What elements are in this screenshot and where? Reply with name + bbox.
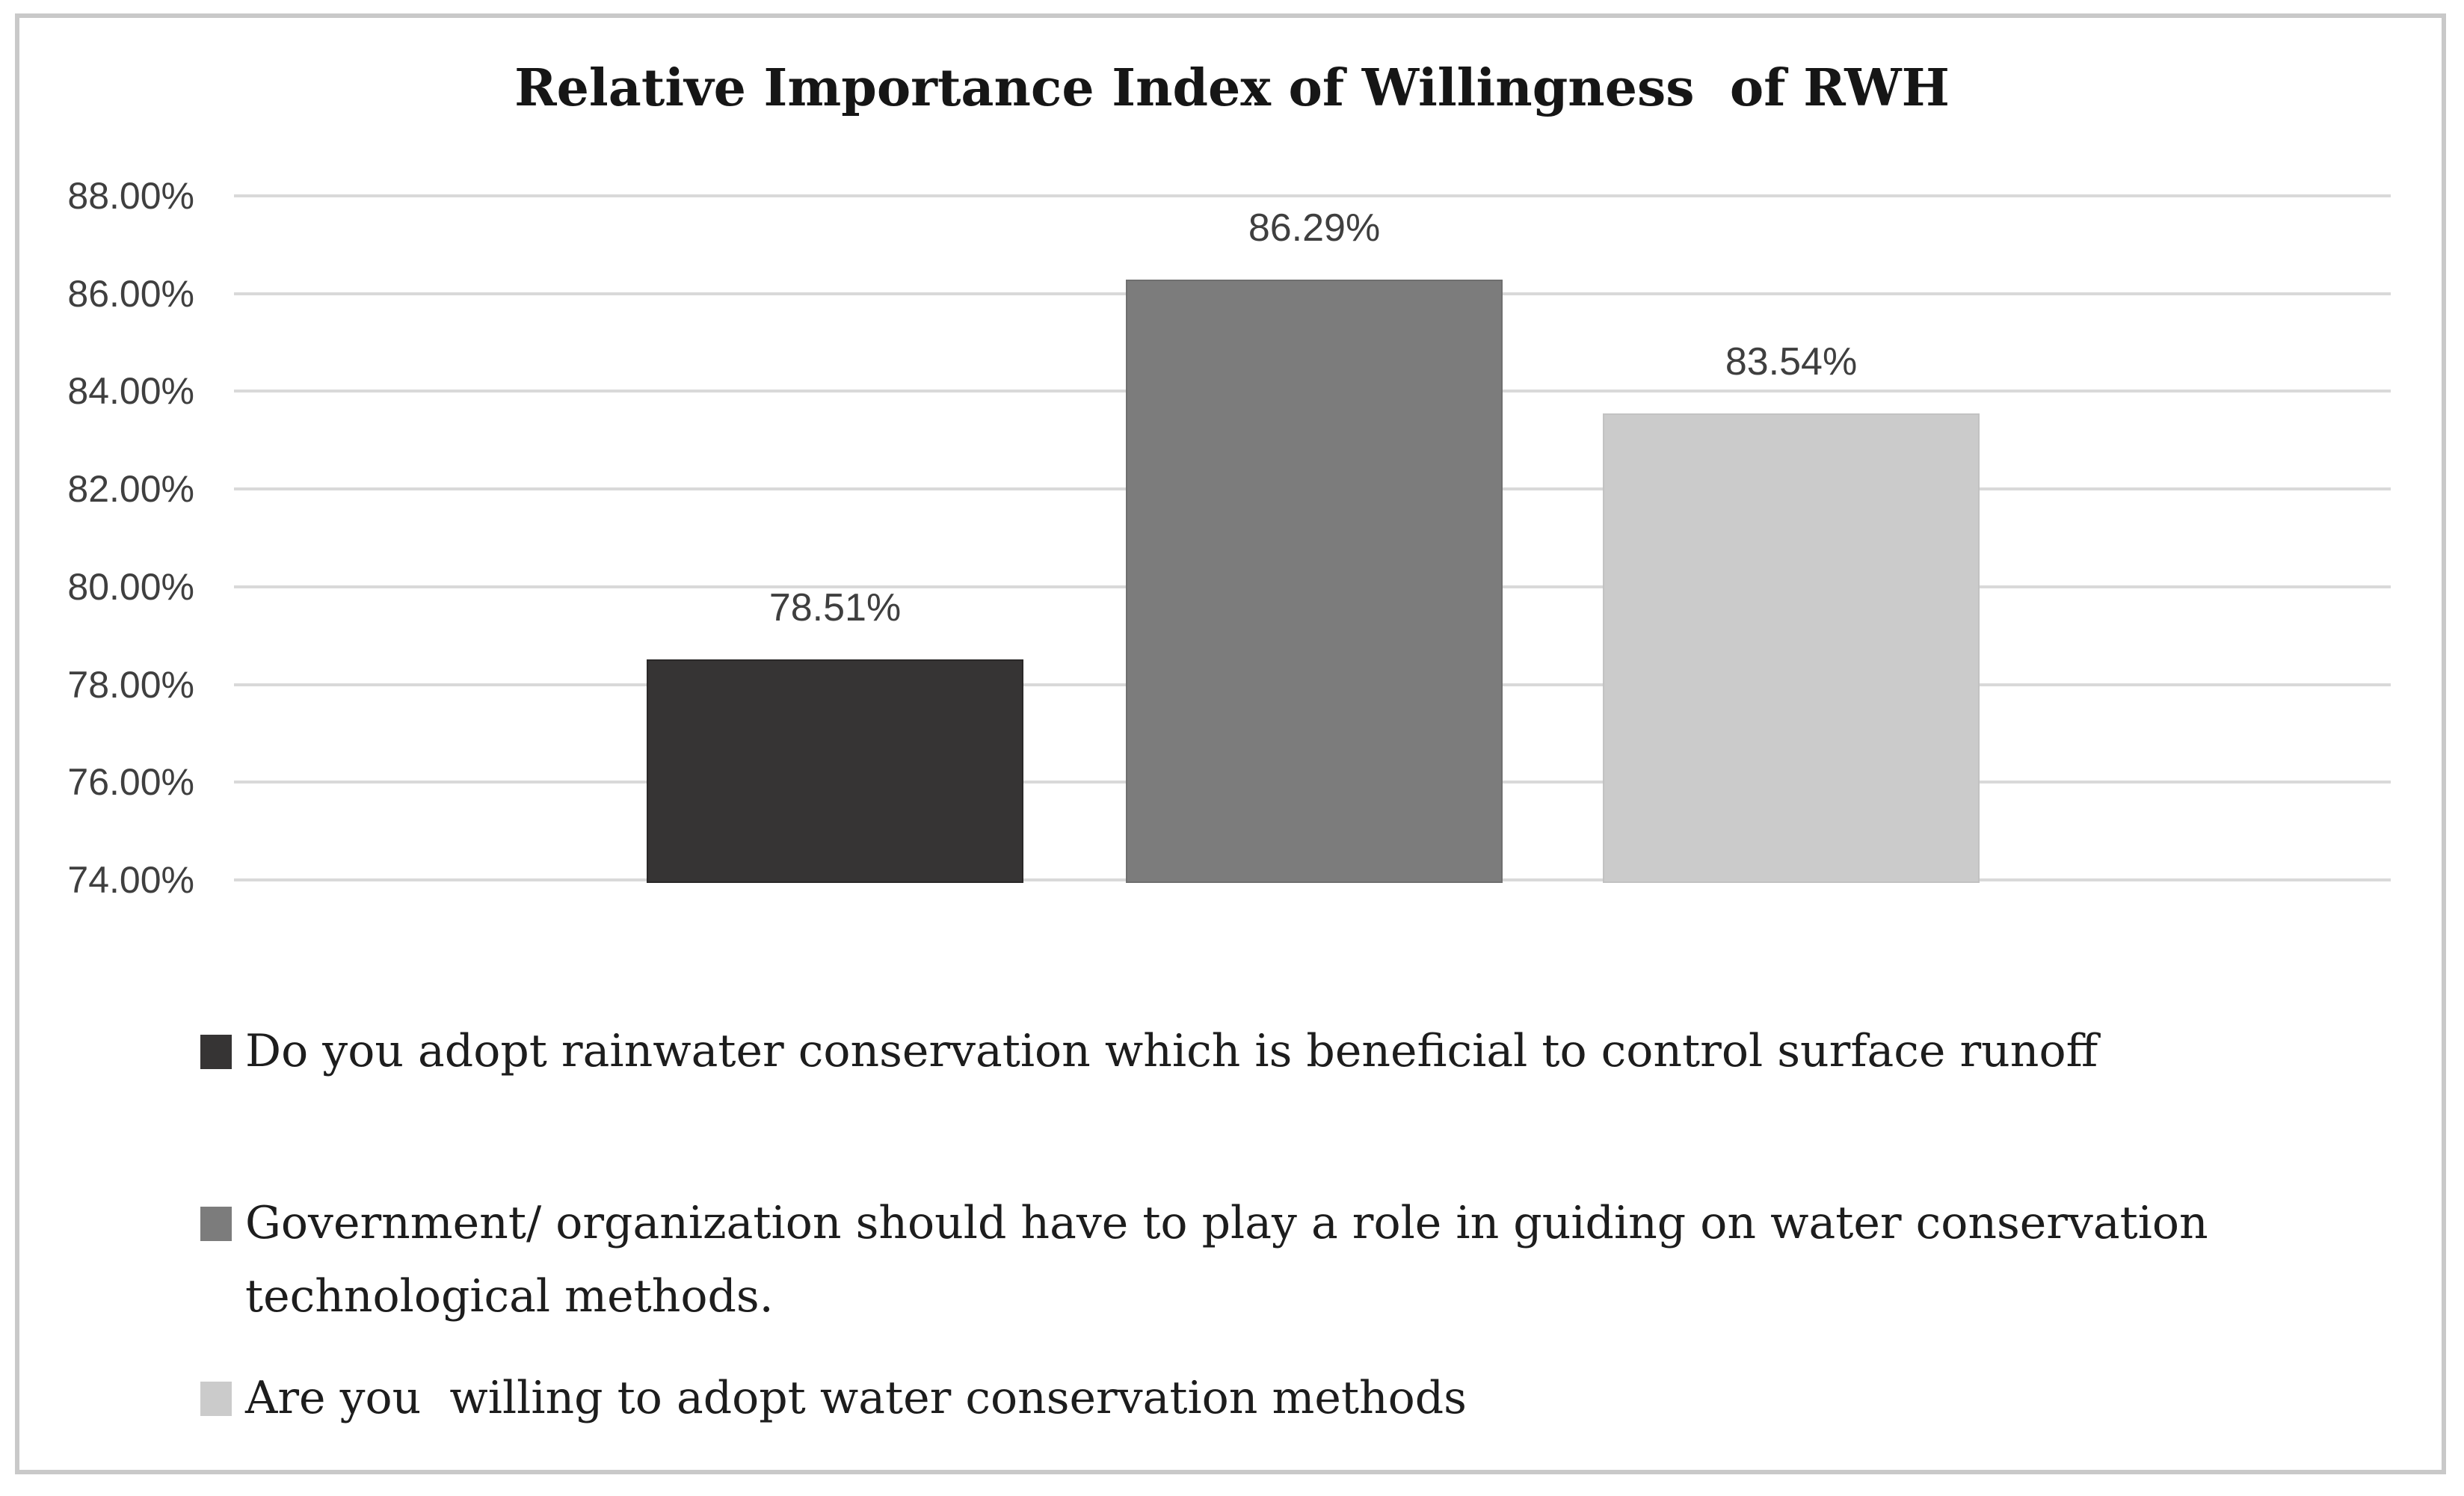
legend-swatch-icon [200,1035,232,1069]
bar-value-label: 86.29% [1248,206,1381,250]
y-axis-tick-label: 80.00% [67,565,194,608]
y-axis-tick-label: 74.00% [67,859,194,901]
y-axis-tick-label: 82.00% [67,468,194,511]
y-axis-tick-label: 88.00% [67,175,194,217]
bar-category-3 [1603,413,1980,883]
bar-category-1 [647,659,1023,883]
legend-item: Are you willing to adopt water conservat… [200,1362,1467,1435]
y-axis-tick-label: 86.00% [67,272,194,315]
legend-swatch-icon [200,1382,232,1416]
legend-label: Are you willing to adopt water conservat… [245,1372,1467,1424]
legend-item: Do you adopt rainwater conservation whic… [200,1015,2098,1089]
legend-label: Do you adopt rainwater conservation whic… [245,1025,2098,1077]
bar-value-label: 83.54% [1725,340,1858,384]
bar-value-label: 78.51% [769,586,902,630]
chart-title: Relative Importance Index of Willingness… [514,58,1950,118]
legend-label: Government/ organization should have to … [245,1197,2208,1323]
y-axis-tick-label: 76.00% [67,761,194,804]
y-axis-tick-label: 78.00% [67,663,194,706]
legend-swatch-icon [200,1207,232,1241]
legend-item: Government/ organization should have to … [200,1187,2208,1334]
y-axis-tick-label: 84.00% [67,370,194,413]
bar-category-2 [1126,279,1503,883]
gridline [234,194,2391,197]
